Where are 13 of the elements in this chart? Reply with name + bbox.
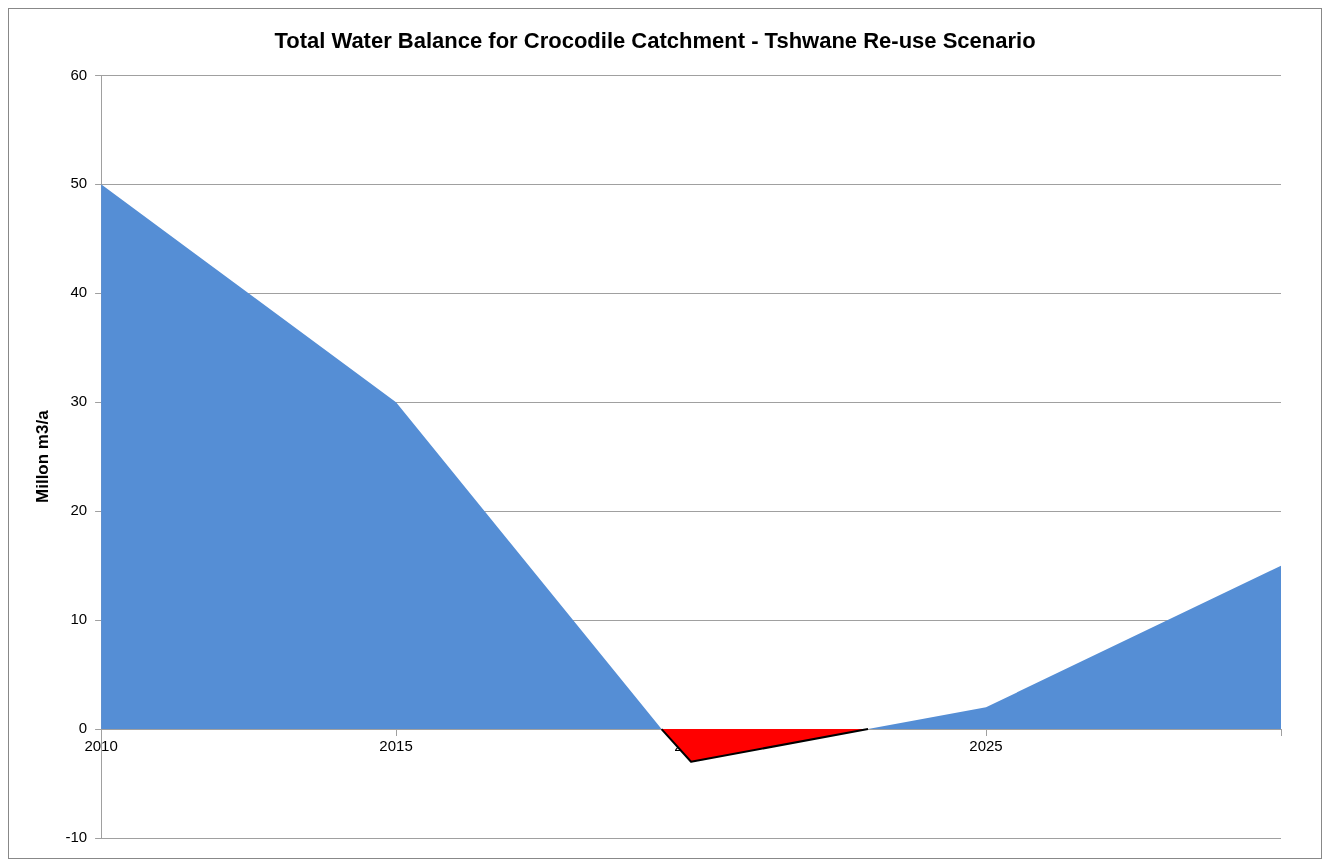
y-tick-label: 20 <box>70 501 88 519</box>
chart-title: Total Water Balance for Crocodile Catchment - Tshwane Re-use Scenario <box>274 28 1036 54</box>
y-tick-label: 60 <box>70 65 88 83</box>
y-tick-label: 40 <box>70 283 88 301</box>
y-tick-label: 50 <box>70 174 88 192</box>
y-tick-label: -10 <box>65 828 88 846</box>
y-tick-label: 10 <box>70 610 88 628</box>
y-tick-label: 0 <box>78 719 88 737</box>
y-tick-label: 30 <box>70 392 88 410</box>
x-tick-label: 2010 <box>84 737 118 755</box>
x-tick-label: 2025 <box>969 737 1003 755</box>
x-tick-label: 2015 <box>379 737 413 755</box>
y-axis-title: Millon m3/a <box>32 409 52 503</box>
